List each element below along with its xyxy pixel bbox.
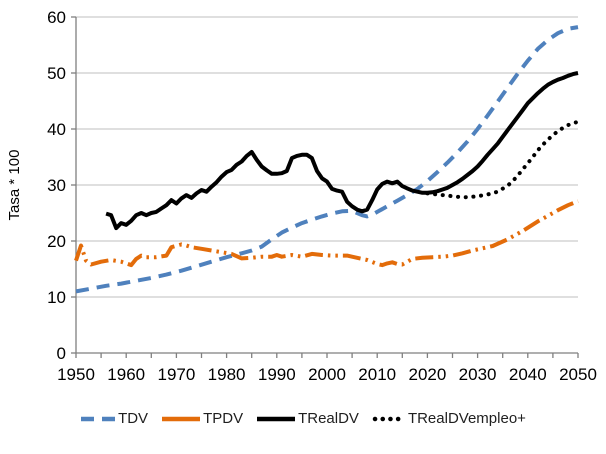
y-tick-label: 0 bbox=[57, 344, 66, 363]
legend-label-tpdv: TPDV bbox=[203, 410, 244, 427]
x-tick-label: 2030 bbox=[459, 365, 497, 384]
legend-item-tpdv: TPDV bbox=[161, 410, 243, 427]
y-tick-label: 30 bbox=[47, 176, 66, 195]
y-tick-label: 40 bbox=[47, 120, 66, 139]
series-line-TDV bbox=[75, 25, 579, 294]
legend: TDV TPDV TRealDV TRealDVempleo+ bbox=[0, 410, 606, 427]
y-tick-label: 50 bbox=[47, 64, 66, 83]
x-tick-label: 2000 bbox=[308, 365, 346, 384]
x-tick-label: 1960 bbox=[107, 365, 145, 384]
x-tick-label: 2020 bbox=[408, 365, 446, 384]
y-tick-label: 20 bbox=[47, 232, 66, 251]
x-tick-label: 1950 bbox=[57, 365, 95, 384]
x-tick-label: 2050 bbox=[559, 365, 597, 384]
series-line-TPDV bbox=[74, 199, 579, 268]
x-tick-label: 1990 bbox=[258, 365, 296, 384]
legend-item-tdv: TDV bbox=[80, 410, 148, 427]
legend-item-trealdv: TRealDV bbox=[256, 410, 359, 427]
series-line-TRealDVempleo+ bbox=[425, 119, 580, 200]
x-tick-label: 2010 bbox=[358, 365, 396, 384]
legend-label-trealdv: TRealDV bbox=[298, 410, 359, 427]
y-tick-label: 10 bbox=[47, 288, 66, 307]
x-tick-label: 1970 bbox=[157, 365, 195, 384]
y-axis-title: Tasa * 100 bbox=[6, 149, 23, 221]
legend-label-tdv: TDV bbox=[118, 410, 149, 427]
dashed-line-icon bbox=[81, 416, 116, 421]
dotted-line-icon bbox=[372, 416, 406, 421]
plot-area: 0 10 20 30 40 50 60 1950 1960 1970 1980 1990 2000 201… bbox=[47, 8, 597, 384]
solid-orange-line-icon bbox=[162, 416, 201, 421]
legend-item-trealdvempleo: TRealDVempleo+ bbox=[372, 410, 526, 427]
x-tick-label: 2040 bbox=[509, 365, 547, 384]
y-tick-label: 60 bbox=[47, 8, 66, 27]
series-line-TRealDV bbox=[105, 71, 579, 231]
legend-label-trealdvempleo: TRealDVempleo+ bbox=[407, 410, 526, 427]
solid-black-line-icon bbox=[257, 416, 296, 421]
x-tick-label: 1980 bbox=[208, 365, 246, 384]
